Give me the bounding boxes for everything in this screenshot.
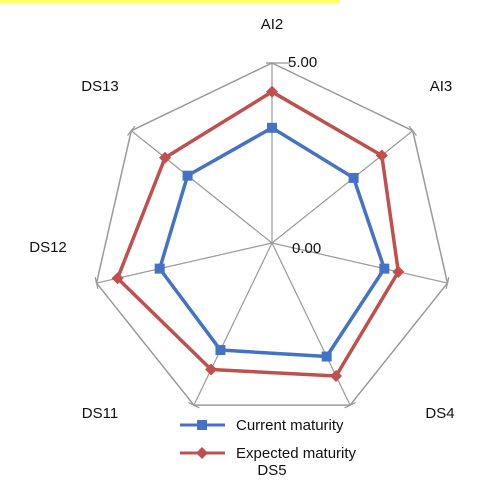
data-point-s0-ai3 xyxy=(348,172,359,183)
radar-spoke-tick xyxy=(94,277,99,290)
category-label-ai3: AI3 xyxy=(430,78,453,95)
radar-spoke-tick xyxy=(445,277,450,290)
data-point-s0-ds5 xyxy=(321,351,332,362)
legend-marker-expected xyxy=(196,447,208,459)
radar-spoke xyxy=(271,242,448,284)
category-label-ds11: DS11 xyxy=(82,405,118,422)
category-label-ds5: DS5 xyxy=(257,462,286,479)
data-point-s1-ds5 xyxy=(330,369,343,382)
radar-spoke-tick xyxy=(344,402,356,409)
data-point-s0-ai2 xyxy=(267,122,277,133)
legend: Current maturity Expected maturity xyxy=(180,417,357,462)
axis-tick-label-min: 0.00 xyxy=(292,240,321,257)
series-line-0 xyxy=(157,126,387,359)
radar-spoke-tick xyxy=(408,125,417,136)
legend-label-current: Current maturity xyxy=(236,417,344,434)
data-point-s1-ai2 xyxy=(266,85,278,98)
legend-marker-current xyxy=(197,420,207,430)
category-label-ds13: DS13 xyxy=(81,78,119,95)
legend-label-expected: Expected maturity xyxy=(236,445,357,462)
data-point-s1-ai3 xyxy=(375,149,388,162)
category-label-ds12: DS12 xyxy=(29,239,67,256)
axis-tick-label-max: 5.00 xyxy=(288,54,317,71)
radar-spoke-tick xyxy=(188,402,200,409)
category-label-ai2: AI2 xyxy=(261,16,284,33)
radar-outer-ring xyxy=(95,62,449,406)
radar-grid xyxy=(94,62,450,409)
series-line-1 xyxy=(115,90,401,378)
data-point-s1-ds11 xyxy=(205,363,218,376)
data-point-s0-ds4 xyxy=(379,263,390,274)
category-label-ds4: DS4 xyxy=(425,405,454,422)
radar-spoke xyxy=(271,130,414,244)
radar-spoke xyxy=(130,130,273,244)
data-point-s0-ds13 xyxy=(182,170,193,181)
radar-spoke xyxy=(193,242,273,406)
data-point-s1-ds13 xyxy=(159,151,172,164)
data-point-s0-ds11 xyxy=(215,345,226,356)
radar-spoke xyxy=(96,242,273,284)
radar-spoke-tick xyxy=(127,125,136,136)
radar-spoke xyxy=(271,242,351,406)
data-point-s0-ds12 xyxy=(154,263,165,274)
radar-series xyxy=(111,85,405,382)
highlight-strip xyxy=(0,0,340,3)
data-point-s1-ds4 xyxy=(392,265,405,278)
data-point-s1-ds12 xyxy=(111,272,124,285)
